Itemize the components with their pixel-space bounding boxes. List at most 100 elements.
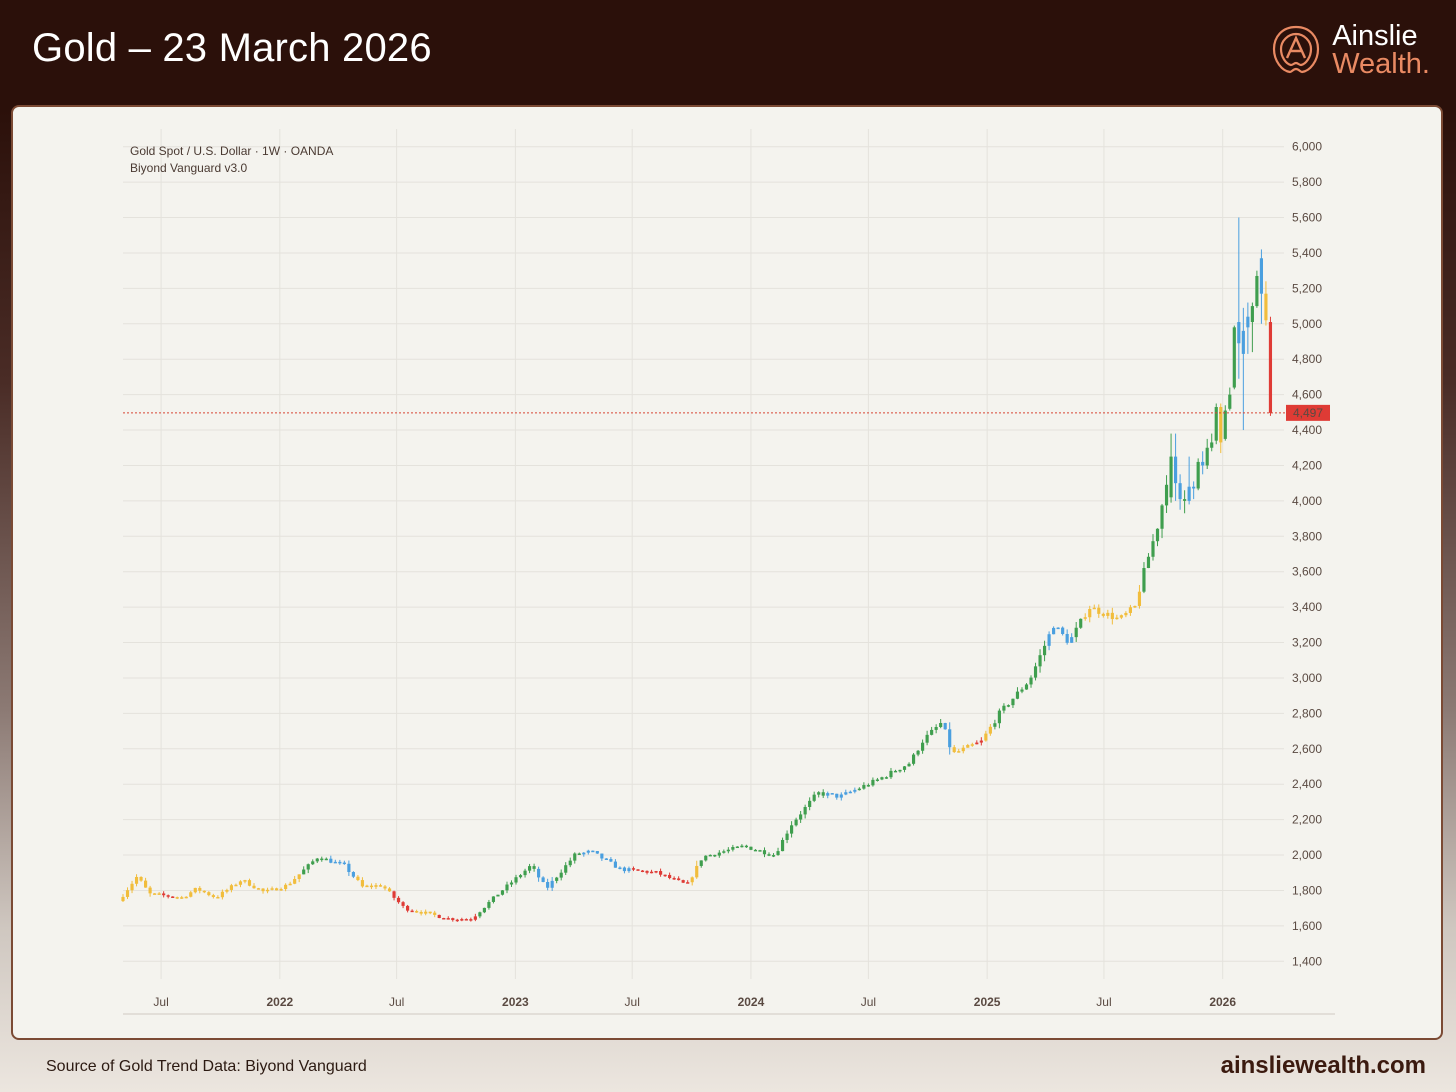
candle-body <box>284 884 288 890</box>
candle-body <box>153 893 157 895</box>
y-tick-label: 5,800 <box>1292 175 1322 189</box>
candle-body <box>1101 613 1105 616</box>
candle-body <box>1223 410 1227 439</box>
candle-body <box>387 888 392 892</box>
y-tick-label: 4,200 <box>1292 458 1322 472</box>
candle-body <box>668 874 672 879</box>
candle-body <box>699 860 703 866</box>
candle-body <box>731 847 735 850</box>
candle-body <box>1259 258 1263 294</box>
candle-body <box>207 892 211 896</box>
candle-body <box>1214 407 1218 441</box>
candle-body <box>1124 612 1128 616</box>
candle-body <box>622 867 627 872</box>
candle-body <box>875 779 880 781</box>
x-tick-label: 2026 <box>1209 995 1236 1009</box>
candle-body <box>1187 486 1191 501</box>
candle-body <box>1183 499 1187 501</box>
candle-body <box>302 869 306 875</box>
candle-body <box>342 862 346 865</box>
candle-body <box>586 850 590 853</box>
candle-body <box>857 788 861 791</box>
candle-body <box>1192 486 1196 489</box>
candle-body <box>826 793 830 796</box>
candle-body <box>1146 556 1151 569</box>
candle-body <box>790 825 794 834</box>
x-tick-label: Jul <box>861 995 876 1009</box>
y-tick-label: 2,400 <box>1292 777 1322 791</box>
y-tick-label: 4,600 <box>1292 388 1322 402</box>
candle-body <box>1047 634 1051 646</box>
y-tick-label: 1,600 <box>1292 919 1322 933</box>
candle-body <box>767 854 771 856</box>
candle-body <box>1038 655 1042 667</box>
candle-body <box>487 901 491 908</box>
candle-body <box>604 858 608 860</box>
candle-body <box>907 763 911 767</box>
candle-body <box>1006 705 1011 707</box>
candle-body <box>609 859 613 862</box>
candle-body <box>532 866 536 869</box>
website-link[interactable]: ainsliewealth.com <box>1220 1052 1426 1079</box>
candle-body <box>1241 330 1245 354</box>
y-tick-label: 3,600 <box>1292 565 1322 579</box>
candle-body <box>446 918 450 920</box>
candle-body <box>988 726 992 734</box>
candle-body <box>1219 407 1223 443</box>
candle-body <box>659 871 663 875</box>
candle-body <box>509 882 514 885</box>
candle-body <box>677 878 681 881</box>
candle-body <box>527 866 532 871</box>
candle-body <box>229 885 234 890</box>
header-bar: Gold – 23 March 2026 Ainslie Wealth. <box>0 0 1456 104</box>
candle-body <box>1119 615 1123 618</box>
candle-body <box>799 814 803 820</box>
candle-body <box>518 875 523 878</box>
candle-body <box>649 871 654 874</box>
x-tick-label: Jul <box>1096 995 1111 1009</box>
candle-body <box>338 861 342 864</box>
y-tick-label: 2,000 <box>1292 848 1322 862</box>
candle-body <box>573 853 577 861</box>
candle-body <box>410 910 414 913</box>
candle-body <box>198 887 202 891</box>
candle-body <box>862 785 866 789</box>
candle-body <box>514 877 518 883</box>
candle-body <box>1160 505 1164 529</box>
candle-body <box>265 889 270 892</box>
candle-body <box>175 897 179 899</box>
candle-body <box>293 879 297 884</box>
candle-body <box>234 884 238 887</box>
candle-body <box>735 846 739 849</box>
x-tick-label: Jul <box>153 995 168 1009</box>
candle-body <box>220 891 224 898</box>
candle-body <box>130 883 134 891</box>
candle-body <box>365 885 369 888</box>
y-tick-label: 5,600 <box>1292 211 1322 225</box>
candle-body <box>1110 612 1114 620</box>
candle-body <box>478 912 482 917</box>
candle-body <box>537 868 541 878</box>
x-tick-label: 2022 <box>266 995 293 1009</box>
candle-body <box>162 893 166 896</box>
candle-body <box>1164 484 1169 506</box>
candle-body <box>600 853 604 859</box>
candle-body <box>324 858 328 861</box>
candle-body <box>1056 627 1060 630</box>
ainslie-logo-icon <box>1273 25 1320 74</box>
candle-body <box>541 877 545 882</box>
candle-body <box>166 895 170 897</box>
candle-body <box>1237 322 1241 344</box>
candle-body <box>437 914 441 918</box>
candle-body <box>591 850 595 853</box>
candle-body <box>279 889 283 891</box>
candle-body <box>311 861 315 865</box>
candle-body <box>275 888 279 891</box>
y-tick-label: 3,800 <box>1292 529 1322 543</box>
candle-body <box>645 870 649 873</box>
candle-body <box>618 867 622 870</box>
candle-body <box>889 770 893 778</box>
candle-body <box>401 902 405 906</box>
candle-body <box>636 869 640 871</box>
grid-layer <box>123 129 1284 979</box>
